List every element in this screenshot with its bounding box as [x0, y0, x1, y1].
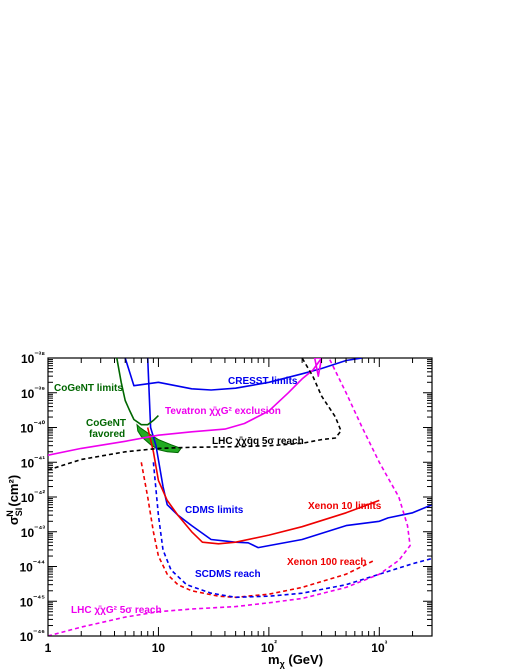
x-tick-label: 1	[45, 641, 52, 655]
cogent-limits-label: CoGeNT limits	[54, 383, 123, 394]
x-axis-label: mχ (GeV)	[268, 652, 323, 669]
plot-frame	[47, 357, 433, 637]
y-tick-label: 10⁻³⁸	[21, 350, 45, 366]
cogent-favored-label-line1: CoGeNT	[86, 418, 126, 429]
plot-frame-group	[47, 357, 433, 637]
cresst-label: CRESST limits	[228, 376, 298, 387]
lhc-qq-label: LHC χ̄χq̄q 5σ reach	[212, 436, 304, 447]
lhc-gg-label: LHC χ̄χG² 5σ reach	[71, 605, 162, 616]
series-line-lhc-g-5-reach	[48, 358, 411, 636]
x-tick-label: 10²	[261, 639, 277, 655]
tevatron-label: Tevatron χ̄χG² exclusion	[165, 406, 281, 417]
cogent-favored-region	[136, 423, 182, 454]
xenon100-label: Xenon 100 reach	[287, 557, 366, 568]
y-tick-label: 10⁻⁴⁵	[20, 593, 46, 609]
series-line-lhc-q-q-5-reach	[48, 358, 342, 471]
series-line-tevatron-g-exclusion-boundary	[313, 358, 323, 377]
y-tick-label: 10⁻⁴⁴	[20, 559, 46, 575]
y-tick-label: 10⁻⁴⁶	[20, 628, 46, 644]
series-line-xenon-100-reach	[140, 462, 375, 599]
y-tick-label: 10⁻⁴⁰	[20, 420, 46, 436]
x-tick-label: 10³	[371, 639, 387, 655]
series-line-xenon-10-limits	[146, 427, 380, 545]
series-line-tevatron-g-exclusion	[48, 358, 323, 456]
y-tick-label: 10⁻⁴²	[21, 489, 46, 505]
y-tick-label: 10⁻⁴³	[21, 524, 46, 540]
scdms-label: SCDMS reach	[195, 569, 261, 580]
cogent-favored-label-line2: favored	[89, 429, 125, 440]
x-tick-label: 10	[152, 641, 166, 655]
series-line-cogent-limits	[116, 358, 159, 426]
series-group	[48, 358, 432, 636]
y-tick-label: 10⁻³⁹	[21, 385, 45, 401]
series-line-cdms-limits	[146, 358, 432, 549]
series-line-cresst-limits	[124, 358, 363, 391]
axis-ticks-group: 1 10 10² 10³ 10⁻⁴⁶ 10⁻⁴⁵ 10⁻⁴⁴ 10⁻⁴³ 10⁻⁴² 10⁻⁴¹ 1…	[20, 350, 433, 655]
y-axis-label: σSIN (cm²)	[5, 475, 24, 525]
xenon10-label: Xenon 10 limits	[308, 501, 382, 512]
cdms-label: CDMS limits	[185, 505, 244, 516]
y-tick-label: 10⁻⁴¹	[21, 454, 46, 470]
